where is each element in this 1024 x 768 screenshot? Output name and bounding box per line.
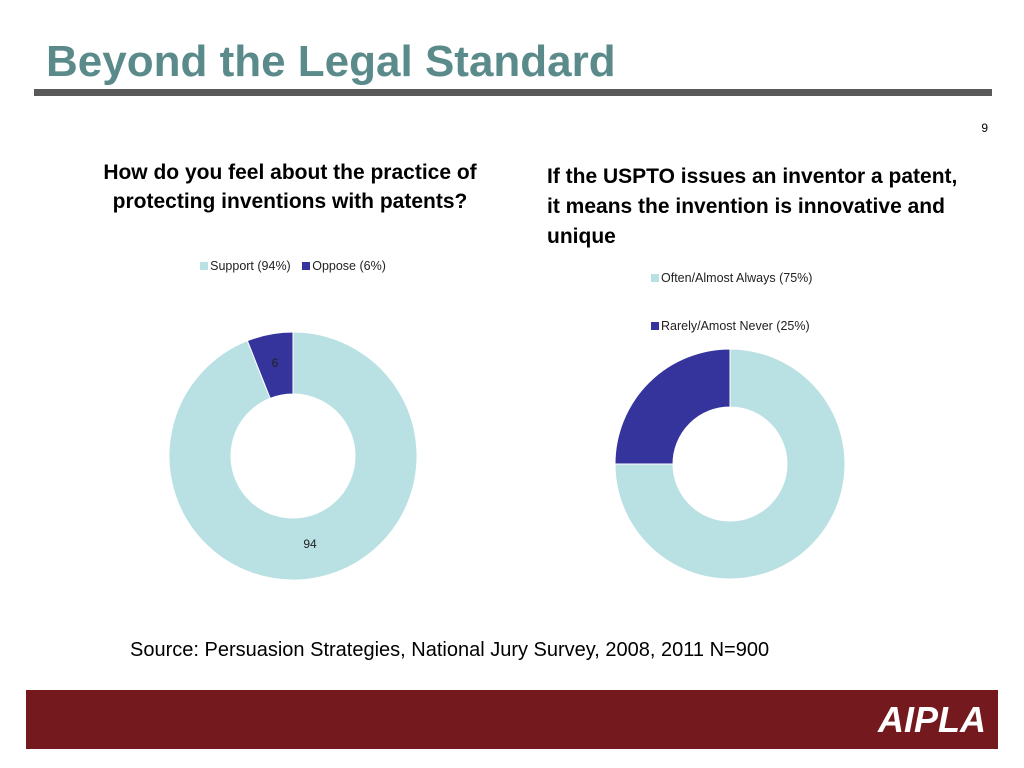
chart2-slice-0 [614,348,846,580]
source-note: Source: Persuasion Strategies, National … [130,639,770,661]
legend-swatch-rarely [651,322,659,330]
legend-swatch-support [200,262,209,270]
footer-bar: AIPLA [26,690,998,749]
legend-swatch-often [651,274,659,282]
chart2-title: If the USPTO issues an inventor a patent… [547,165,958,248]
legend-label-support: Support (94%) [210,259,291,273]
chart1-data-label-0: 94 [303,537,317,551]
title-divider [34,89,992,96]
chart1-slice-0 [168,331,418,581]
chart2-slice-1 [614,348,731,465]
page-number: 9 [981,121,988,135]
legend-item-often: Often/Almost Always (75%) [651,271,812,285]
legend-swatch-oppose [302,262,311,270]
chart1-title: How do you feel about the practice of pr… [103,161,477,213]
legend-item-support: Support (94%) [200,259,291,273]
legend-label-oppose: Oppose (6%) [312,259,386,273]
chart1-legend: Support (94%) Oppose (6%) [0,259,586,273]
aipla-logo: AIPLA [878,699,986,740]
legend-item-oppose: Oppose (6%) [302,259,386,273]
chart1-data-label-1: 6 [272,356,279,370]
slide-title: Beyond the Legal Standard [46,37,616,86]
legend-label-rarely: Rarely/Amost Never (25%) [661,319,810,333]
chart1-slice-1 [246,331,294,400]
legend-label-often: Often/Almost Always (75%) [661,271,813,285]
legend-item-rarely: Rarely/Amost Never (25%) [651,319,810,333]
